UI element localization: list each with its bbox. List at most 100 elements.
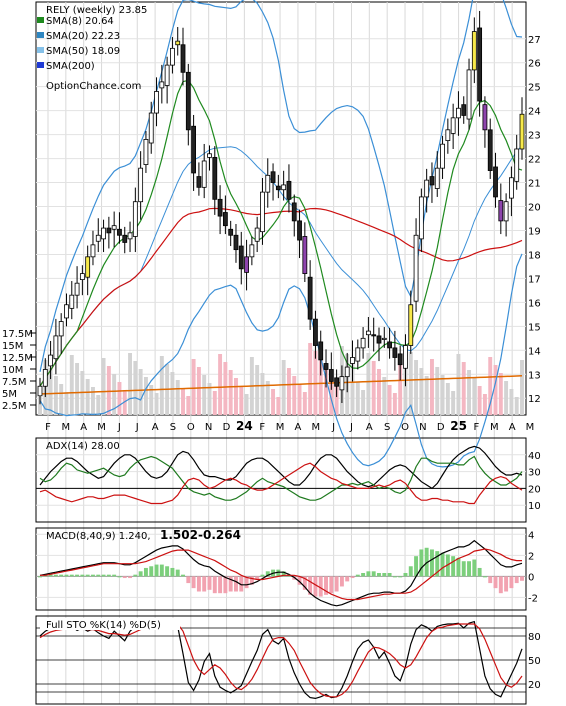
candle-body — [191, 125, 197, 174]
macd-histogram-bar — [377, 572, 381, 577]
macd-histogram-bar — [138, 571, 143, 577]
volume-bar — [265, 381, 270, 415]
macd-histogram-bar — [318, 576, 323, 597]
x-tick-S: S — [170, 422, 176, 433]
volume-tick: 5M — [2, 389, 17, 400]
candle-body — [37, 385, 43, 397]
legend-label: SMA(20) 22.23 — [46, 31, 120, 42]
macd-histogram-bar — [239, 576, 244, 592]
volume-bar — [128, 353, 133, 415]
x-tick-F: F — [259, 422, 265, 433]
candle-body — [106, 227, 112, 234]
volume-bar — [488, 357, 493, 415]
x-tick-N: N — [419, 422, 426, 433]
x-tick-M: M — [526, 422, 535, 433]
macd-histogram-bar — [520, 576, 524, 581]
volume-bar — [112, 374, 117, 415]
candle-body — [350, 357, 355, 364]
macd-histogram-bar — [498, 576, 503, 594]
x-tick-J: J — [349, 422, 353, 433]
sto-series-pctk — [39, 620, 523, 700]
volume-bar — [96, 395, 101, 415]
x-tick-F: F — [45, 422, 51, 433]
volume-bar — [461, 362, 466, 415]
macd-histogram-bar — [482, 576, 487, 578]
volume-bar — [175, 380, 180, 415]
macd-histogram-bar — [265, 571, 270, 577]
price-tick-22: 22 — [528, 155, 541, 166]
volume-tick: 10M — [2, 365, 23, 376]
x-tick-O: O — [187, 422, 195, 433]
volume-bar — [191, 359, 196, 415]
macd-histogram-bar — [488, 576, 493, 584]
candle-body — [48, 354, 53, 367]
macd-histogram-bar — [128, 576, 133, 579]
volume-bar — [212, 391, 217, 415]
candle-body — [260, 191, 265, 233]
macd-tick: -2 — [528, 593, 538, 604]
price-tick-27: 27 — [528, 35, 541, 46]
price-tick-12: 12 — [528, 394, 541, 405]
adx-tick: 40 — [528, 451, 541, 462]
candle-body — [170, 47, 175, 66]
candle-body — [53, 335, 59, 360]
candle-body — [334, 377, 340, 387]
macd-histogram-bar — [414, 556, 419, 577]
macd-histogram-bar — [228, 576, 233, 592]
volume-bar — [149, 385, 154, 415]
volume-bar — [218, 354, 223, 415]
macd-histogram-bar — [324, 576, 328, 595]
volume-bar — [435, 367, 440, 415]
macd-histogram-bar — [461, 561, 466, 577]
macd-histogram-bar — [117, 576, 122, 578]
volume-bar — [451, 391, 456, 415]
macd-histogram-bar — [202, 576, 207, 592]
candle-body — [413, 234, 419, 302]
macd-histogram-bar — [297, 576, 302, 585]
volume-bar — [440, 375, 445, 415]
volume-bar — [493, 365, 498, 415]
price-panel-frame — [35, 1, 527, 416]
candle-body — [318, 341, 324, 361]
macd-histogram-bar — [143, 567, 148, 577]
macd-histogram-bar — [382, 572, 387, 577]
candle-body — [127, 232, 133, 240]
macd-histogram-bar — [154, 564, 159, 577]
x-tick-N: N — [205, 422, 212, 433]
volume-bar — [181, 388, 185, 415]
macd-signal-value: 1.502 — [160, 528, 198, 542]
candle-body — [42, 369, 48, 387]
macd-tick: 4 — [528, 530, 534, 541]
legend-label: SMA(8) 20.64 — [46, 16, 114, 27]
macd-histogram-bar — [308, 576, 313, 595]
bollinger-lower-band — [39, 253, 523, 468]
candle-body — [254, 227, 260, 242]
volume-bar — [445, 383, 450, 415]
candle-body — [185, 71, 191, 131]
candle-body — [270, 171, 276, 183]
legend-swatch — [37, 47, 44, 53]
volume-bar — [159, 356, 164, 415]
macd-histogram-bar — [223, 576, 228, 594]
candle-body — [471, 31, 477, 71]
volume-bar — [350, 362, 355, 415]
price-tick-24: 24 — [528, 107, 541, 118]
macd-histogram-bar — [149, 566, 154, 577]
price-tick-17: 17 — [528, 274, 541, 285]
price-tick-20: 20 — [528, 203, 541, 214]
candle-body — [466, 69, 472, 120]
candle-body — [365, 330, 371, 336]
grid-layer — [30, 1, 527, 705]
candle-body — [450, 117, 456, 134]
macd-histogram-bar — [302, 576, 307, 590]
candle-body — [344, 366, 350, 378]
candle-body — [265, 174, 271, 193]
candle-body — [418, 196, 424, 240]
candle-body — [424, 179, 430, 198]
macd-histogram-bar — [85, 574, 90, 577]
x-tick-A: A — [509, 422, 516, 433]
candle-body — [302, 236, 308, 275]
volume-tick: 12.5M — [2, 353, 33, 364]
candle-body — [111, 225, 117, 230]
x-tick-M: M — [276, 422, 285, 433]
